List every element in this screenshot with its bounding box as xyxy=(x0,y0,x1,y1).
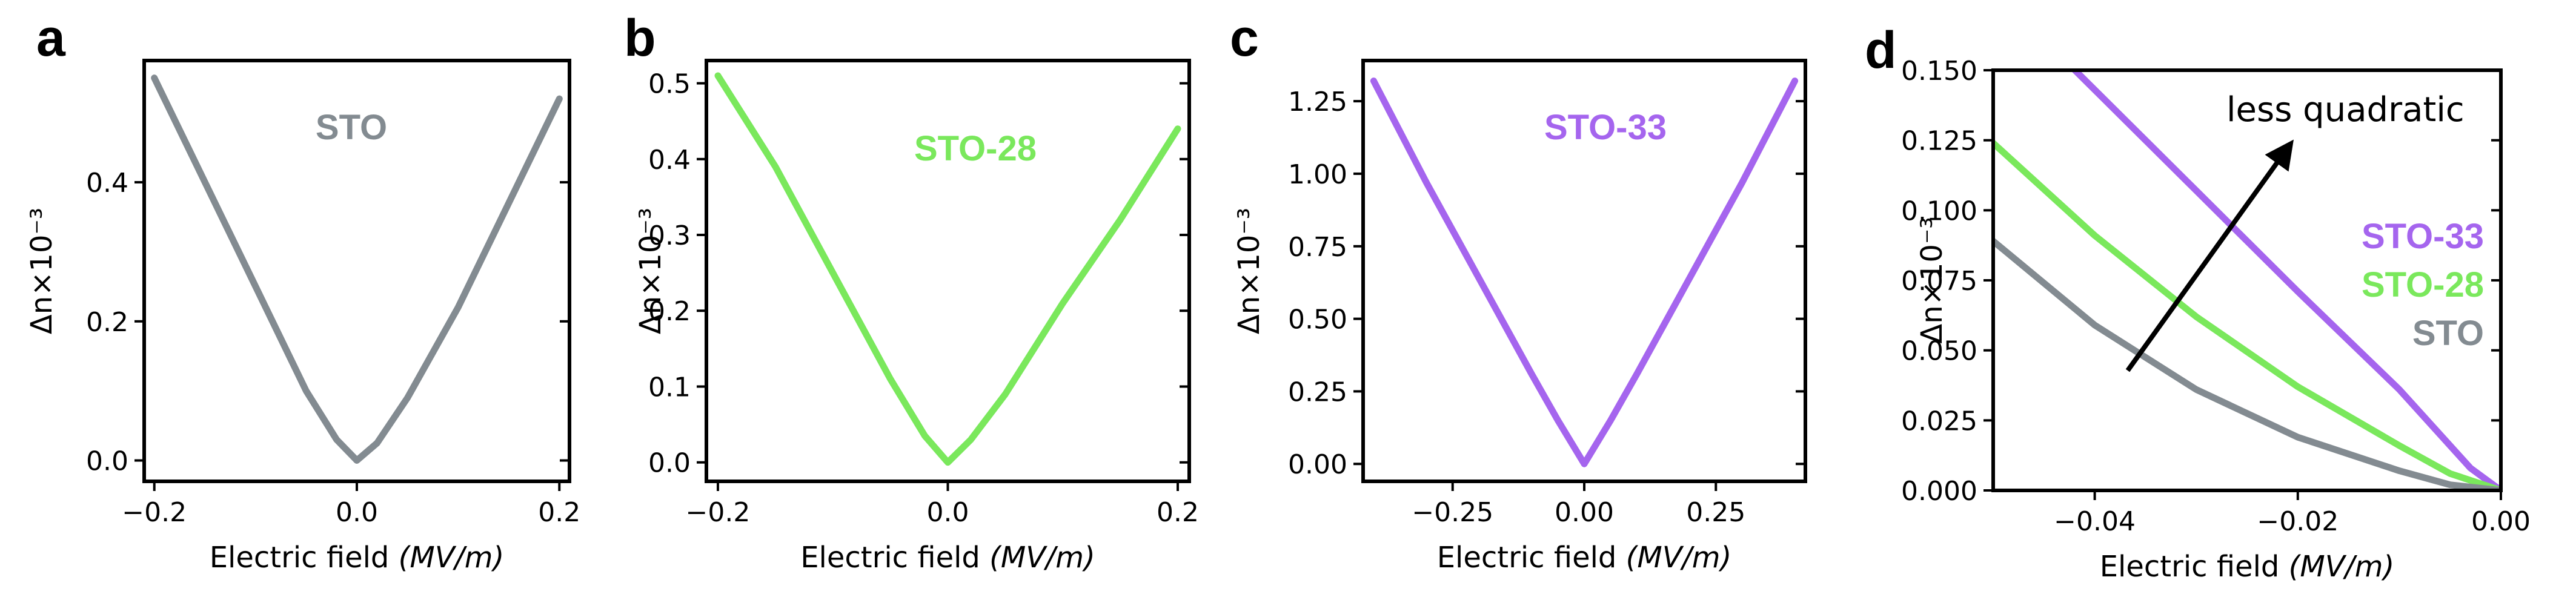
x-tick-label: 0.2 xyxy=(538,497,580,528)
y-tick-label: 1.00 xyxy=(1288,159,1347,190)
x-axis-label: Electric field (MV/m) xyxy=(210,541,505,575)
y-tick-label: 0.25 xyxy=(1288,377,1347,407)
panel-c: −0.25 0.00 0.25 0.00 0.25 0.50 0.75 1.00 1.25 Ele… xyxy=(1230,9,1807,575)
y-tick-label: 0.75 xyxy=(1288,232,1347,263)
y-tick-label: 0.5 xyxy=(648,69,691,100)
y-tick-label: 0.1 xyxy=(648,372,691,403)
panel-a: −0.2 0.0 0.2 0.0 0.2 0.4 Electric field (MV/m)… xyxy=(25,9,580,575)
y-axis-label: Δn×10⁻³ xyxy=(1232,208,1266,334)
series-line-sto-33 xyxy=(2070,70,2501,490)
x-tick-label: 0.0 xyxy=(927,497,969,528)
legend-label-sto: STO xyxy=(2412,314,2484,353)
y-tick-label: 0.025 xyxy=(1901,406,1977,437)
panel-d: −0.04 −0.02 0.00 0.000 0.025 0.050 0.075 0.100 0… xyxy=(1865,21,2531,584)
x-tick-label: −0.02 xyxy=(2257,506,2339,537)
x-axis-label: Electric field (MV/m) xyxy=(800,541,1095,575)
y-tick-label: 0.0 xyxy=(648,448,691,479)
series-title: STO-28 xyxy=(914,129,1037,168)
x-tick-label: 0.0 xyxy=(336,497,378,528)
panel-b: −0.2 0.0 0.2 0.0 0.1 0.2 0.3 0.4 0.5 Electric fie… xyxy=(624,9,1199,575)
annotation-less-quadratic: less quadratic xyxy=(2226,90,2465,130)
y-tick-label: 0.4 xyxy=(648,145,691,176)
y-tick-label: 0.4 xyxy=(86,168,128,199)
x-tick-label: 0.25 xyxy=(1686,497,1745,528)
y-tick-label: 0.075 xyxy=(1901,266,1977,297)
y-tick-label: 0.000 xyxy=(1901,476,1977,507)
series-title: STO-33 xyxy=(1544,108,1667,147)
series-line-sto xyxy=(1993,237,2501,490)
plot-frame xyxy=(705,59,1191,483)
y-tick-label: 1.25 xyxy=(1288,87,1347,117)
x-axis-label: Electric field (MV/m) xyxy=(2100,550,2395,584)
y-axis-label: Δn×10⁻³ xyxy=(634,208,668,334)
series-line-sto-28 xyxy=(714,72,1181,466)
panel-letter-b: b xyxy=(624,9,656,67)
x-tick-label: −0.25 xyxy=(1412,497,1493,528)
panel-letter-a: a xyxy=(36,9,66,67)
series-line-sto-33 xyxy=(1370,77,1799,467)
y-tick-label: 0.2 xyxy=(648,296,691,327)
legend-label-sto-33: STO-33 xyxy=(2362,217,2484,256)
y-tick-label: 0.3 xyxy=(648,220,691,251)
x-tick-label: 0.00 xyxy=(1555,497,1614,528)
series-line-sto-28 xyxy=(1993,139,2501,490)
y-tick-label: 0.125 xyxy=(1901,126,1977,157)
series-title: STO xyxy=(316,108,387,147)
y-tick-label: 0.50 xyxy=(1288,305,1347,335)
x-tick-label: 0.2 xyxy=(1157,497,1199,528)
y-axis-label: Δn×10⁻³ xyxy=(1915,217,1949,343)
y-tick-label: 0.100 xyxy=(1901,196,1977,226)
legend-label-sto-28: STO-28 xyxy=(2362,265,2484,305)
y-axis-label: Δn×10⁻³ xyxy=(25,208,59,334)
x-axis-label: Electric field (MV/m) xyxy=(1437,541,1732,575)
series-line-sto xyxy=(151,74,563,464)
y-tick-label: 0.0 xyxy=(86,446,128,477)
y-tick-label: 0.050 xyxy=(1901,336,1977,367)
x-tick-label: −0.2 xyxy=(122,497,187,528)
panel-letter-d: d xyxy=(1865,21,1897,79)
x-tick-label: −0.04 xyxy=(2054,506,2136,537)
x-tick-label: 0.00 xyxy=(2471,506,2531,537)
panel-letter-c: c xyxy=(1230,9,1259,67)
y-tick-label: 0.2 xyxy=(86,307,128,338)
y-tick-label: 0.00 xyxy=(1288,449,1347,480)
trend-arrow xyxy=(2125,139,2294,372)
x-tick-label: −0.2 xyxy=(686,497,751,528)
y-tick-label: 0.150 xyxy=(1901,56,1977,87)
